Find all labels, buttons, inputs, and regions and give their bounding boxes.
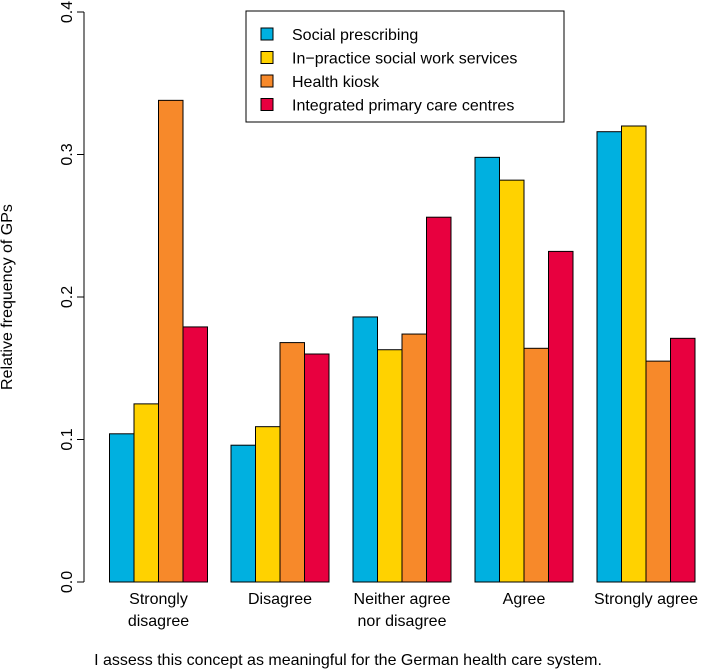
bar-3-4 — [670, 337, 696, 583]
bar-0-3 — [474, 156, 500, 583]
y-tick-label: 0.1 — [59, 428, 76, 450]
bar-1-4 — [621, 125, 647, 583]
bar-1-3 — [499, 179, 525, 583]
bar-1-1 — [255, 426, 281, 583]
bar-1-2 — [377, 349, 403, 583]
y-tick-label: 0.2 — [59, 286, 76, 308]
x-axis-labels: Strongly disagree Disagree Neither agree nor… — [128, 591, 698, 630]
x-axis-title: I assess this concept as meaningful for … — [94, 652, 602, 669]
bar-0-1 — [230, 444, 256, 583]
legend-box — [245, 10, 565, 123]
bars-group — [109, 99, 696, 583]
y-tick-label: 0.3 — [59, 143, 76, 165]
x-tick-label: nor disagree — [358, 613, 447, 630]
x-tick-label: Strongly — [129, 591, 188, 608]
legend-label-0: Social prescribing — [292, 27, 418, 44]
bar-2-0 — [158, 99, 184, 583]
x-tick-label: Strongly agree — [594, 591, 698, 608]
legend-swatch-3 — [260, 98, 274, 111]
legend-swatch-1 — [260, 51, 274, 64]
legend-label-2: Health kiosk — [292, 74, 380, 91]
y-tick-label: 0.0 — [59, 571, 76, 593]
y-axis-title: Relative frequency of GPs — [0, 204, 16, 390]
x-tick-label: Neither agree — [354, 591, 451, 608]
y-tick-label: 0.4 — [59, 1, 76, 23]
legend-label-3: Integrated primary care centres — [292, 98, 514, 115]
bar-3-1 — [304, 353, 330, 583]
bar-3-2 — [426, 216, 452, 583]
bar-1-0 — [133, 403, 159, 583]
bar-3-3 — [548, 250, 574, 583]
bar-2-2 — [401, 333, 427, 583]
bar-2-1 — [279, 342, 305, 583]
bar-2-3 — [523, 347, 549, 583]
bar-0-2 — [352, 316, 378, 583]
y-axis: 0.0 0.1 0.2 0.3 0.4 — [59, 1, 85, 593]
legend: Social prescribing In−practice social wor… — [245, 10, 565, 123]
bar-0-0 — [109, 433, 135, 583]
bar-2-4 — [645, 360, 671, 583]
legend-swatch-2 — [260, 74, 274, 88]
legend-label-1: In−practice social work services — [292, 51, 517, 68]
x-tick-label: Disagree — [248, 591, 312, 608]
bar-3-0 — [182, 326, 208, 583]
legend-swatch-0 — [260, 27, 274, 41]
x-tick-label: Agree — [503, 591, 546, 608]
x-tick-label: disagree — [128, 613, 189, 630]
bar-0-4 — [596, 131, 622, 583]
